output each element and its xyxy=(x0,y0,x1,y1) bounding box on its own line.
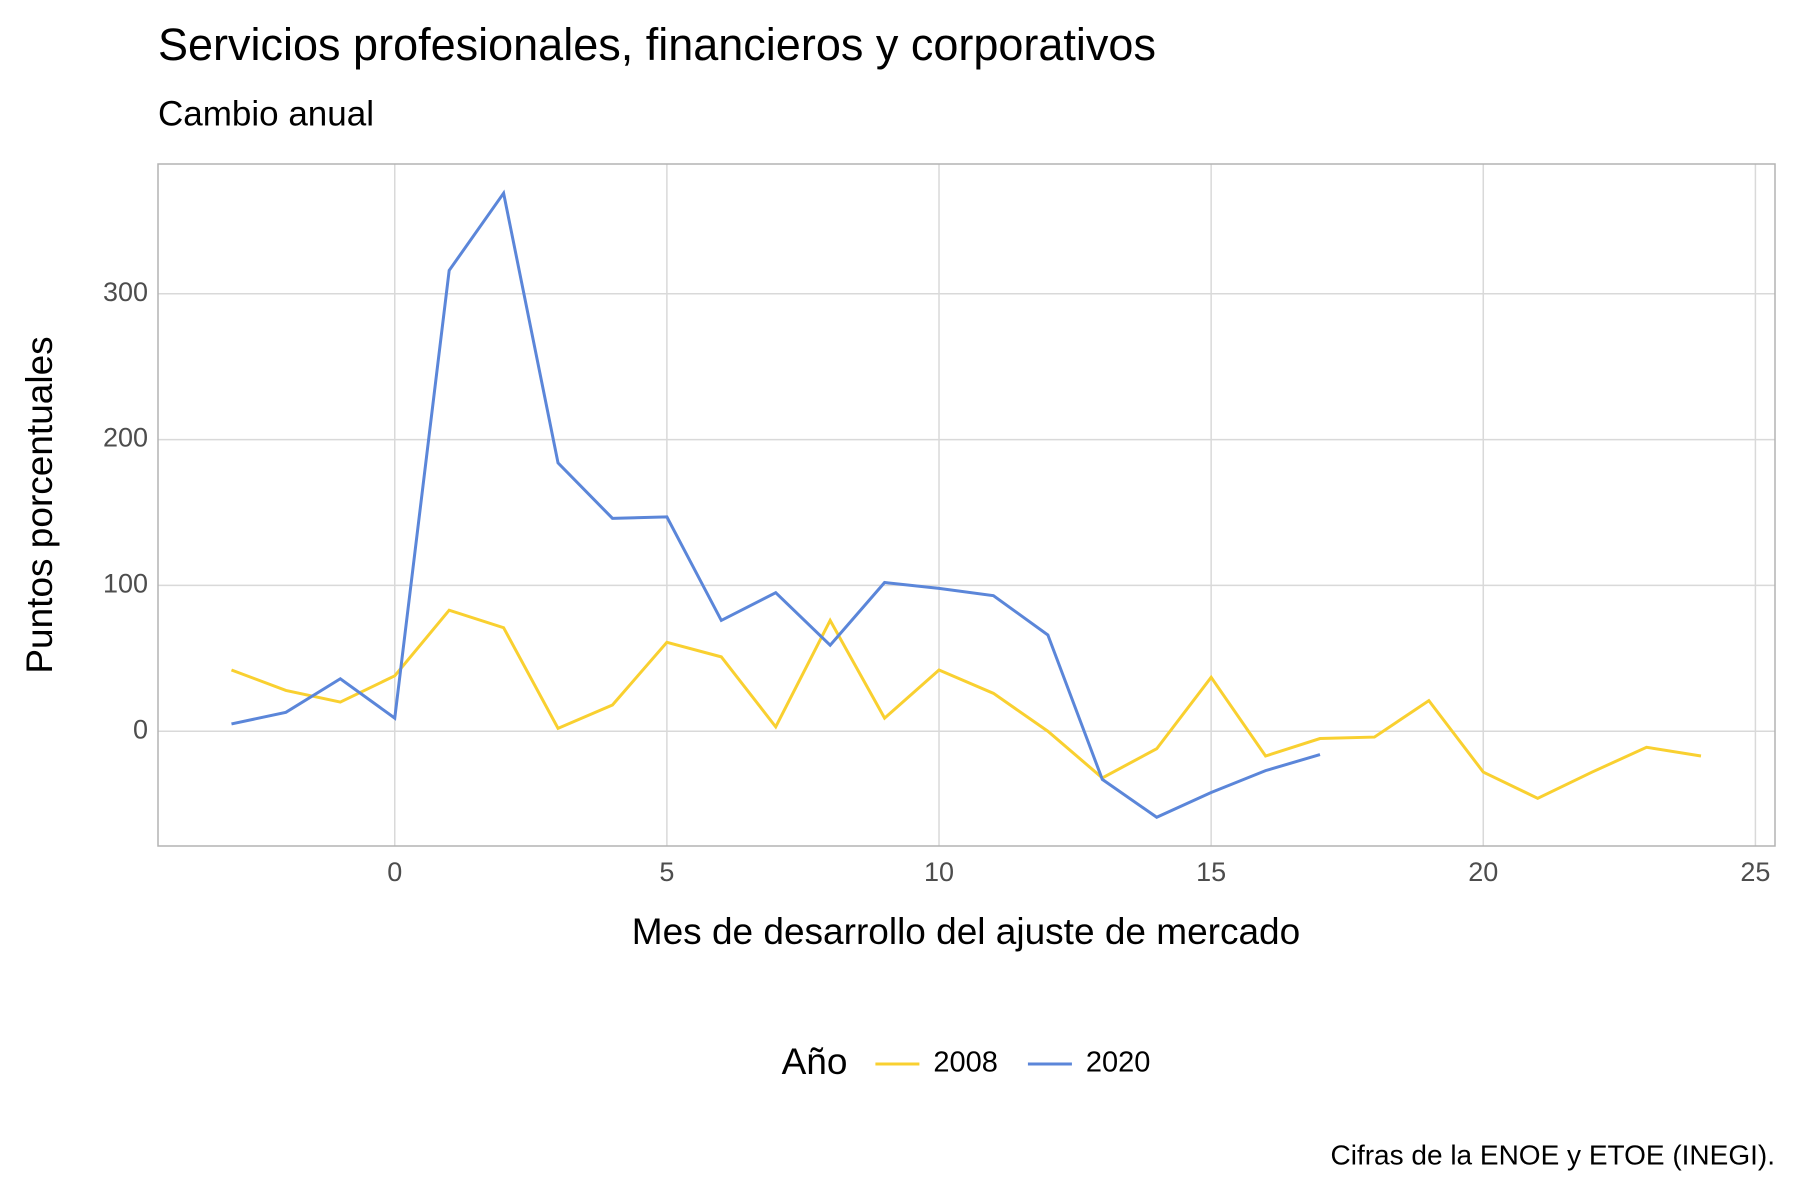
y-tick-label: 0 xyxy=(133,714,148,744)
legend-label: 2020 xyxy=(1086,1047,1151,1079)
x-tick-label: 5 xyxy=(659,857,674,887)
x-tick-label: 0 xyxy=(387,857,402,887)
legend-label: 2008 xyxy=(933,1047,998,1079)
legend-title: Año xyxy=(782,1041,848,1082)
y-tick-label: 100 xyxy=(103,569,148,599)
chart-subtitle: Cambio anual xyxy=(158,94,374,133)
y-axis-label: Puntos porcentuales xyxy=(19,336,60,673)
x-tick-label: 10 xyxy=(924,857,954,887)
caption: Cifras de la ENOE y ETOE (INEGI). xyxy=(1331,1139,1775,1170)
y-tick-label: 200 xyxy=(103,423,148,453)
x-axis-label: Mes de desarrollo del ajuste de mercado xyxy=(632,911,1300,952)
y-tick-label: 300 xyxy=(103,277,148,307)
plot-border xyxy=(157,163,1776,847)
data-line xyxy=(231,189,1321,819)
x-tick-label: 15 xyxy=(1196,857,1226,887)
x-tick-label: 20 xyxy=(1468,857,1498,887)
chart-title: Servicios profesionales, financieros y c… xyxy=(158,19,1156,70)
x-tick-label: 25 xyxy=(1740,857,1770,887)
data-line xyxy=(230,608,1702,800)
